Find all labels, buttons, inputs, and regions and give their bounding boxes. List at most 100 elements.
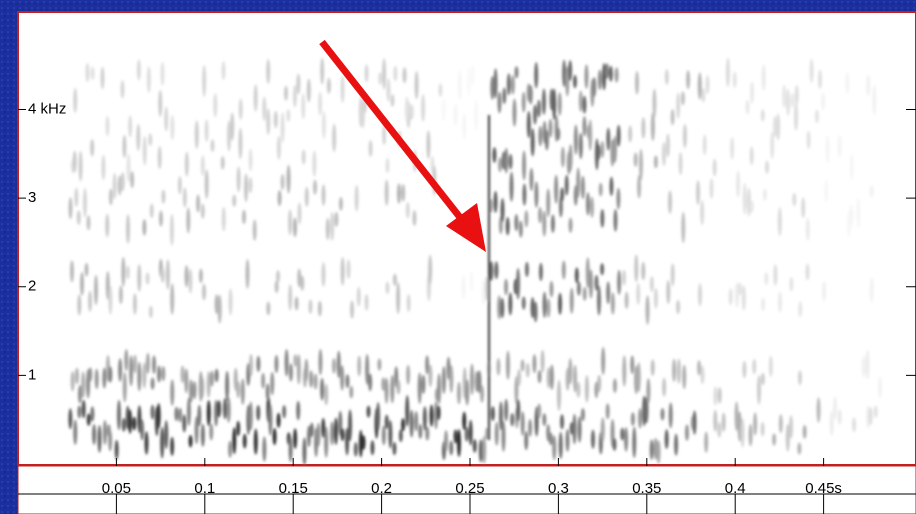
spectrogram-blob [69,260,74,283]
spectrogram-blob [525,363,530,378]
spectrogram-blob [453,429,458,444]
spectrogram-blob [308,299,313,314]
spectrogram-blob [120,80,125,99]
spectrogram-blob [512,98,517,127]
spectrogram-blob [265,383,270,401]
spectrogram-blob [214,294,219,315]
spectrogram-blob [189,379,194,403]
spectrogram-blob [717,422,722,438]
spectrogram-blob [302,437,307,466]
spectrogram-blob [232,427,237,455]
spectrogram-blob [286,164,291,194]
spectrogram-blob [462,411,467,431]
spectrogram-blob [676,92,681,119]
spectrogram-blob [361,435,366,450]
spectrogram-blob [590,429,595,449]
spectrogram-blob [252,219,257,241]
spectrogram-blob [136,59,141,81]
spectrogram-blob [438,83,443,97]
spectrogram-blob [140,419,145,441]
spectrogram-blob [102,419,107,445]
spectrogram-blob [494,421,499,446]
spectrogram-blob [77,385,82,404]
spectrogram-blob [482,435,487,464]
arrow-head [446,203,486,252]
spectrogram-blob [184,368,189,394]
spectrogram-blob [814,109,819,123]
spectrogram-blob [576,167,581,198]
spectrogram-blob [449,440,454,456]
spectrogram-blob [849,154,854,181]
y-tick-label: 2 [28,278,36,295]
spectrogram-blob [664,69,669,85]
spectrogram-blob [170,114,175,141]
spectrogram-blob [548,432,553,446]
spectrogram-blob [126,214,131,244]
x-tick-label: 0.1 [194,480,215,497]
spectrogram-blob [210,139,215,152]
spectrogram-blob [262,436,267,462]
spectrogram-blob [81,399,86,419]
spectrogram-blob [636,282,641,305]
spectrogram-blob [522,183,527,206]
spectrogram-blob [549,364,554,390]
spectrogram-blob [228,288,233,316]
spectrogram-blob [585,257,590,289]
spectrogram-blob [217,400,222,418]
spectrogram-blob [73,419,78,445]
spectrogram-blob [682,123,687,149]
spectrogram-blob [502,87,507,104]
spectrogram-blob [584,375,589,403]
spectrogram-blob [646,378,651,404]
spectrogram-blob [422,406,427,431]
spectrogram-blob [524,431,529,451]
spectrogram-blob [746,187,751,217]
spectrogram-blob [670,109,675,126]
spectrogram-blob [756,375,761,405]
spectrogram-blob [376,402,381,431]
spectrogram-blob [541,88,546,115]
y-tick-label: 3 [28,189,36,206]
spectrogram-blob [662,377,667,397]
spectrogram-blob [288,436,293,463]
spectrogram-blob [356,286,361,307]
spectrogram-blob [348,409,353,442]
spectrogram-blob [306,78,311,103]
spectrogram-blob [865,349,870,380]
spectrogram-blob [194,120,199,149]
spectrogram-blob [404,96,409,123]
spectrogram-blob [242,433,247,449]
spectrogram-blob [86,215,91,231]
spectrogram-blob [80,271,85,296]
spectrogram-blob [145,272,150,285]
spectrogram-blob [330,211,335,241]
spectrogram-blob [457,70,462,101]
spectrogram-blob [256,404,261,421]
spectrogram-blob [409,409,414,438]
spectrogram-blob [466,67,471,97]
spectrogram-blob [873,405,878,418]
spectrogram-blob [537,403,542,419]
spectrogram-blob [762,188,767,201]
spectrogram-blob [78,150,83,182]
spectrogram-blob [612,437,617,451]
spectrogram-blob [696,180,701,205]
spectrogram-blob [262,96,267,121]
spectrogram-blob [869,277,874,303]
spectrogram-blob [120,172,125,192]
spectrogram-blob [170,379,175,406]
spectrogram-blob [121,418,126,432]
spectrogram-blob [90,406,95,422]
spectrogram-blob [270,371,275,396]
spectrogram-blob [612,378,617,393]
spectrogram-blob [160,426,165,459]
spectrogram-blob [316,422,321,447]
spectrogram-blob [568,144,573,172]
spectrogram-blob [188,434,193,448]
y-tick-label: 1 [28,366,36,383]
spectrogram-blob [449,365,454,393]
spectrogram-blob [158,89,163,117]
spectrogram-blob [752,359,757,375]
spectrogram-blob [150,377,155,390]
x-tick-label: 0.2 [371,480,392,497]
